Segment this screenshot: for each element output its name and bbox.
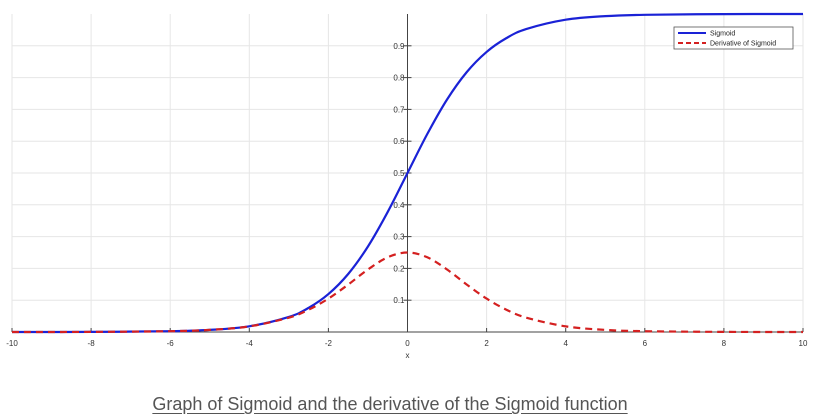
legend-label: Derivative of Sigmoid [710, 41, 776, 48]
y-tick-label: 0.8 [393, 74, 405, 83]
y-tick-label: 0.5 [393, 169, 405, 178]
sigmoid-chart: -10 -8 -6 -4 -2 0 2 4 6 8 10 0.1 0.2 0.3 0.4 0.5 0.6 0.7 0… [6, 12, 808, 360]
axes: -10 -8 -6 -4 -2 0 2 4 6 8 10 0.1 0.2 0.3 0.4 0.5 0.6 0.7 0… [6, 14, 808, 360]
x-axis-label: x [406, 351, 410, 360]
y-tick-label: 0.3 [393, 233, 405, 242]
x-tick-label: 4 [563, 339, 568, 348]
x-tick-label: -8 [88, 339, 96, 348]
x-tick-label: 0 [405, 339, 410, 348]
legend: Sigmoid Derivative of Sigmoid [673, 26, 794, 50]
y-tick-label: 0.9 [393, 42, 405, 51]
series-lines [11, 12, 804, 334]
x-tick-label: -2 [325, 339, 333, 348]
x-tick-label: -4 [246, 339, 254, 348]
figure-caption-link[interactable]: Graph of Sigmoid and the derivative of t… [152, 394, 628, 414]
x-tick-label: 2 [484, 339, 489, 348]
x-tick-label: 6 [643, 339, 648, 348]
y-tick-label: 0.6 [393, 137, 405, 146]
legend-label: Sigmoid [710, 31, 735, 38]
x-tick-label: -6 [167, 339, 175, 348]
y-tick-label: 0.2 [393, 264, 405, 273]
x-tick-label: -10 [6, 339, 18, 348]
y-tick-label: 0.1 [393, 296, 405, 305]
x-tick-label: 8 [722, 339, 727, 348]
y-tick-label: 0.7 [393, 105, 405, 114]
y-tick-label: 0.4 [393, 201, 405, 210]
x-tick-label: 10 [799, 339, 808, 348]
series-line-sigmoid-derivative [11, 251, 804, 334]
